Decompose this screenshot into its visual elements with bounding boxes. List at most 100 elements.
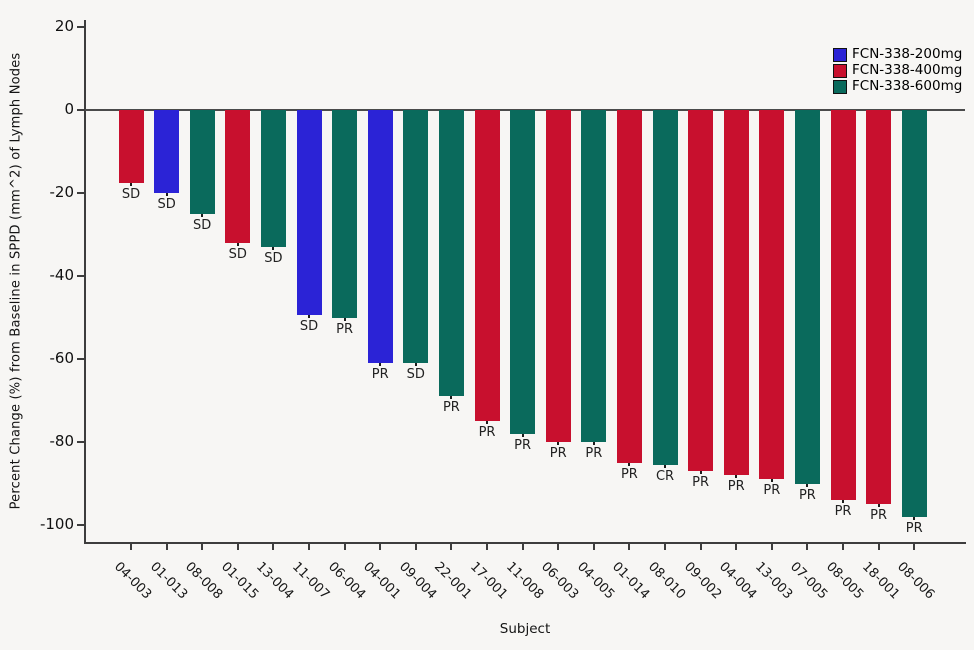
bar-04-001 [367,110,393,364]
bar-end-marker [699,471,702,475]
bar-end-marker [628,462,631,466]
legend-swatch [833,80,847,94]
x-tick-mark [201,543,204,550]
x-tick-mark [628,543,631,550]
y-tick-label: -60 [49,349,75,367]
response-label: PR [798,487,816,503]
response-label: SD [193,217,212,233]
bar-end-marker [842,500,844,504]
bar-end-marker [592,442,595,445]
x-tick-label: 08-005 [823,559,867,603]
y-tick-label: 20 [54,17,74,35]
x-tick-mark [770,543,773,550]
x-tick-mark [343,543,346,550]
bar-end-marker [877,504,880,508]
bar-17-001 [474,110,500,422]
response-label: PR [620,466,638,482]
bar-end-marker [664,464,666,468]
x-tick-label: 04-001 [360,559,404,603]
legend-item-label: FCN-338-600mg [852,78,963,95]
x-tick-label: 18-001 [858,559,902,603]
x-tick-mark [450,543,453,550]
bar-end-marker [379,363,382,367]
legend-swatch [833,64,847,78]
x-tick-label: 04-003 [111,559,155,603]
x-tick-label: 08-008 [182,559,226,603]
bar-04-004 [723,110,749,476]
x-tick-mark [806,543,809,550]
x-tick-label: 11-007 [289,559,333,603]
x-tick-mark [165,543,168,550]
y-tick-label: -20 [49,183,75,201]
response-label: PR [585,446,603,461]
response-label: SD [406,367,425,383]
x-tick-mark [486,543,488,550]
bar-end-marker [272,246,275,250]
bar-11-008 [510,110,536,434]
bar-08-008 [189,110,215,214]
y-tick-mark [77,26,84,28]
response-label: PR [727,479,745,495]
y-axis-line [84,20,86,543]
y-axis-title: Percent Change (%) from Baseline in SPPD… [8,52,24,510]
x-tick-label: 04-004 [716,559,760,603]
x-tick-label: 09-002 [680,559,724,603]
bar-end-marker [770,479,773,483]
bar-07-005 [794,110,820,484]
bar-22-001 [438,110,464,397]
x-tick-label: 08-010 [645,559,689,603]
response-label: SD [264,250,283,266]
x-axis-line [84,542,966,544]
x-tick-label: 06-004 [324,559,368,603]
response-label: PR [905,520,923,536]
bar-end-marker [521,433,524,437]
bar-13-003 [759,110,785,480]
bar-01-014 [616,110,642,463]
y-tick-label: -40 [49,266,75,284]
response-label: PR [763,483,781,499]
response-label: SD [228,246,247,262]
y-tick-mark [77,192,84,194]
x-tick-label: 13-003 [751,559,796,603]
y-tick-label: -100 [39,515,74,533]
y-tick-mark [77,524,84,526]
bar-08-010 [652,110,678,465]
x-tick-label: 08-006 [894,559,938,603]
bar-end-marker [236,242,239,246]
bar-end-marker [735,475,738,479]
x-tick-mark [877,543,880,550]
response-label: PR [834,504,852,520]
x-tick-mark [272,543,275,550]
bar-09-002 [688,110,714,472]
response-label: CR [655,468,675,484]
y-tick-mark [77,441,84,443]
response-label: SD [121,186,141,202]
bar-end-marker [806,483,809,487]
x-tick-label: 06-003 [538,559,582,603]
legend-item: FCN-338-600mg [833,80,962,94]
bar-09-004 [403,110,429,364]
bar-04-003 [118,110,144,183]
legend-item-label: FCN-338-400mg [852,62,963,79]
legend-item-label: FCN-338-200mg [852,46,963,63]
x-tick-label: 07-005 [787,559,831,603]
legend-item: FCN-338-400mg [833,64,962,78]
bar-06-003 [545,110,571,442]
x-tick-mark [913,543,916,550]
bar-01-013 [154,110,180,193]
x-tick-label: 01-015 [217,559,262,603]
x-tick-mark [236,543,239,550]
bar-end-marker [130,182,132,186]
x-tick-mark [130,543,132,550]
x-tick-mark [557,543,560,550]
x-tick-label: 11-008 [502,559,546,603]
x-tick-mark [379,543,382,550]
response-label: PR [870,508,888,524]
response-label: PR [514,437,532,453]
y-tick-mark [77,109,84,111]
x-tick-label: 01-013 [146,559,190,603]
x-tick-mark [592,543,595,550]
response-label: PR [371,367,389,383]
x-tick-mark [842,543,844,550]
